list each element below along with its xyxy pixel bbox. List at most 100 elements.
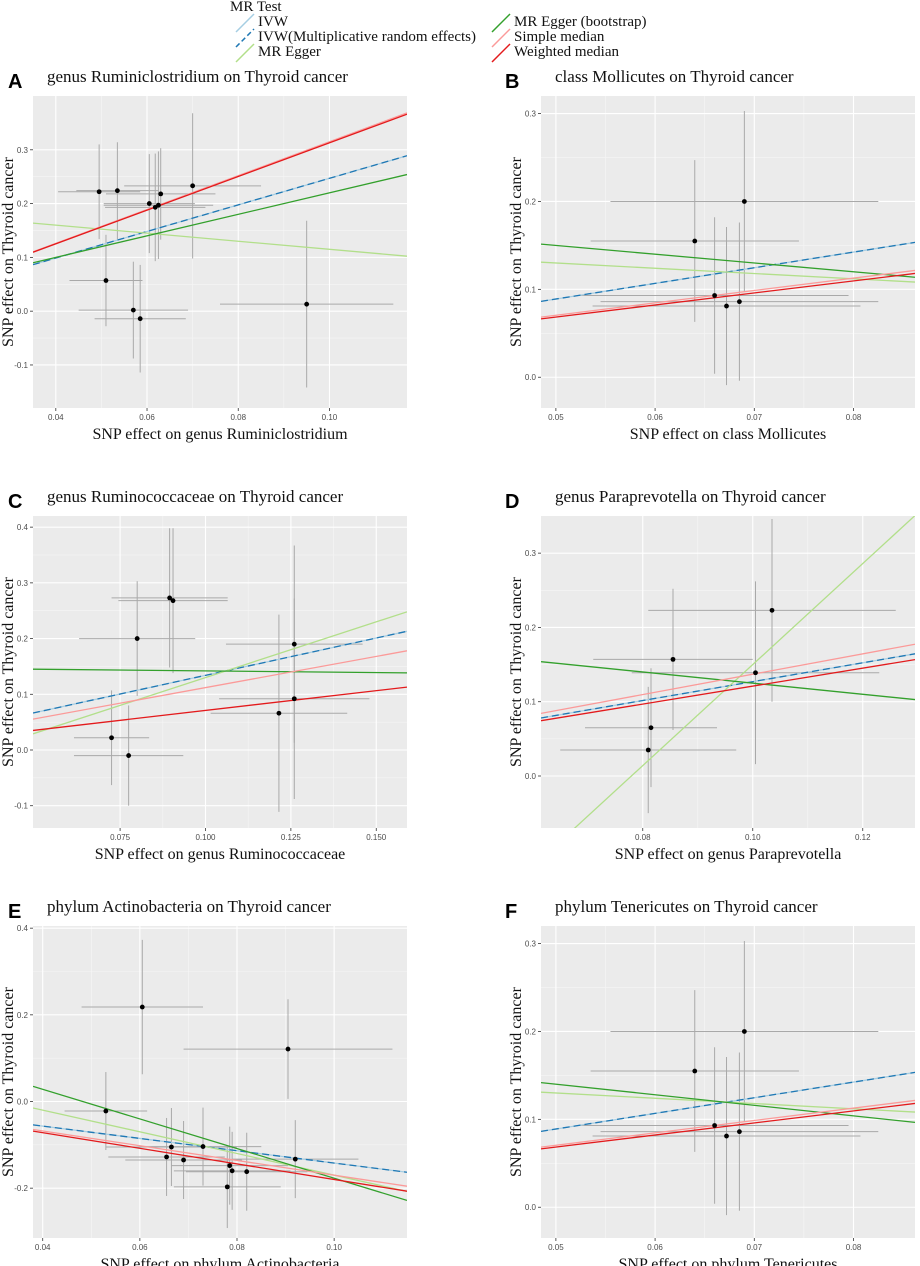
y-tick-label: 0.2 <box>17 200 29 209</box>
data-point <box>224 1184 230 1190</box>
y-tick-label: -0.2 <box>14 1184 28 1193</box>
x-axis-label-a: SNP effect on genus Ruminiclostridium <box>92 426 348 443</box>
x-axis-label-b: SNP effect on class Mollicutes <box>630 426 826 443</box>
legend-key-ivw <box>235 13 255 33</box>
plot-background-e <box>33 926 407 1238</box>
data-point <box>645 747 651 753</box>
x-tick-label: 0.125 <box>281 833 302 842</box>
x-tick-label: 0.150 <box>366 833 387 842</box>
x-tick-label: 0.07 <box>747 1243 763 1252</box>
data-point <box>158 191 164 197</box>
y-axis-label-b: SNP effect on Thyroid cancer <box>508 156 525 347</box>
regression-line-mr-egger <box>33 1107 407 1193</box>
plot-background-f <box>541 926 915 1238</box>
legend-entry-weighted-median: Weighted median <box>491 43 620 63</box>
x-tick-label: 0.04 <box>48 413 64 422</box>
y-tick-label: 0.0 <box>525 1203 537 1212</box>
y-tick-label: 0.0 <box>525 772 537 781</box>
data-point <box>130 307 136 313</box>
y-tick-label: 0.2 <box>525 623 537 632</box>
plot-area-e <box>33 939 407 1229</box>
regression-line-mr-egger-bootstrap <box>33 173 407 264</box>
legend-key-mr-egger-bootstrap <box>491 13 511 33</box>
y-tick-label: 0.1 <box>17 690 29 699</box>
regression-line-mr-egger <box>573 516 915 828</box>
regression-line-mr-egger-bootstrap <box>33 668 407 674</box>
data-point <box>692 238 698 244</box>
legend-key-ivw-mre <box>235 28 255 48</box>
panel-title-b: class Mollicutes on Thyroid cancer <box>555 67 794 86</box>
y-tick-label: 0.1 <box>17 253 29 262</box>
y-tick-label: 0.3 <box>525 940 537 949</box>
data-point <box>103 278 109 283</box>
regression-line-simple-median <box>541 643 915 715</box>
plot-background-a <box>33 96 407 408</box>
data-point <box>741 1029 747 1034</box>
panel-title-c: genus Ruminococcaceae on Thyroid cancer <box>47 487 343 506</box>
legend-label-weighted-median: Weighted median <box>514 44 620 60</box>
data-point <box>96 189 102 195</box>
y-tick-label: 0.0 <box>17 1098 29 1107</box>
panel-title-a: genus Ruminiclostridium on Thyroid cance… <box>47 67 348 86</box>
panel-letter-d: D <box>505 491 519 513</box>
data-point <box>292 1156 298 1162</box>
x-tick-label: 0.08 <box>846 413 862 422</box>
data-point <box>737 1129 742 1135</box>
y-tick-label: 0.1 <box>525 1115 537 1124</box>
panel-letter-a: A <box>8 71 22 93</box>
y-tick-label: -0.1 <box>14 802 28 811</box>
x-tick-label: 0.08 <box>846 1243 862 1252</box>
y-tick-label: 0.0 <box>17 307 29 316</box>
data-point <box>291 641 297 647</box>
data-point <box>126 753 132 758</box>
data-point <box>169 1144 174 1150</box>
y-tick-label: 0.2 <box>525 1027 537 1036</box>
regression-line-simple-median <box>541 1099 915 1148</box>
data-point <box>103 1108 109 1114</box>
regression-line-mr-egger-bootstrap <box>541 661 915 701</box>
y-tick-label: 0.4 <box>17 924 29 933</box>
panel-letter-f: F <box>505 901 517 923</box>
legend-key-simple-median <box>491 28 511 48</box>
y-tick-label: 0.1 <box>525 698 537 707</box>
data-point <box>170 598 176 604</box>
legend-entry-mr-egger: MR Egger <box>235 43 321 63</box>
plot-area-d <box>541 516 915 828</box>
x-axis-label-d: SNP effect on genus Paraprevotella <box>615 846 842 863</box>
y-axis-label-d: SNP effect on Thyroid cancer <box>508 576 525 767</box>
x-tick-label: 0.10 <box>326 1243 342 1252</box>
data-point <box>741 199 747 204</box>
data-point <box>285 1046 291 1052</box>
y-axis-label-c: SNP effect on Thyroid cancer <box>0 576 17 767</box>
regression-line-weighted-median <box>33 1130 407 1192</box>
data-point <box>114 188 120 194</box>
data-point <box>769 607 775 613</box>
regression-line-simple-median <box>541 269 915 318</box>
regression-line-weighted-median <box>541 658 915 722</box>
y-tick-label: 0.3 <box>17 146 29 155</box>
x-tick-label: 0.075 <box>110 833 131 842</box>
x-tick-label: 0.05 <box>548 413 564 422</box>
x-tick-label: 0.06 <box>647 1243 663 1252</box>
plot-area-a <box>33 112 407 388</box>
plot-area-b <box>541 110 915 386</box>
y-tick-label: 0.1 <box>525 285 537 294</box>
x-tick-label: 0.05 <box>548 1243 564 1252</box>
data-point <box>737 299 742 305</box>
x-tick-label: 0.07 <box>747 413 763 422</box>
plot-background-d <box>541 516 915 828</box>
y-tick-label: 0.2 <box>17 1011 29 1020</box>
data-point <box>244 1169 250 1175</box>
x-tick-label: 0.06 <box>139 413 155 422</box>
legend: MR Test IVW IVW(Multiplicative random ef… <box>0 0 920 63</box>
data-point <box>229 1168 235 1174</box>
panel-title-f: phylum Tenericutes on Thyroid cancer <box>555 897 818 916</box>
legend-label-ivw-mre: IVW(Multiplicative random effects) <box>258 29 476 45</box>
y-tick-label: 0.3 <box>525 549 537 558</box>
y-tick-label: -0.1 <box>14 361 28 370</box>
x-axis-label-e: SNP effect on phylum Actinobacteria <box>100 1256 339 1266</box>
y-axis-label-f: SNP effect on Thyroid cancer <box>508 986 525 1177</box>
